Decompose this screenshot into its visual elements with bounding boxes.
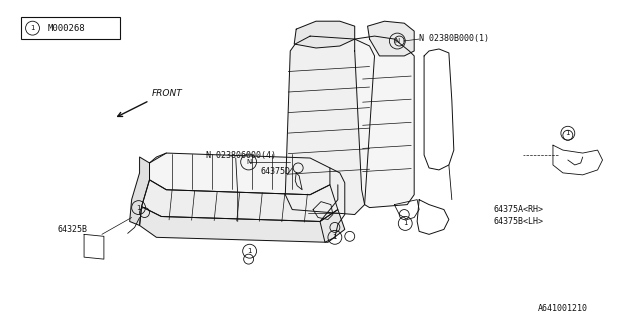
Text: 64375B<LH>: 64375B<LH> <box>493 217 543 226</box>
Text: 1: 1 <box>248 248 252 254</box>
Polygon shape <box>130 157 150 225</box>
Text: A641001210: A641001210 <box>538 304 588 313</box>
Bar <box>20 17 120 39</box>
Polygon shape <box>285 36 374 214</box>
Text: 64325B: 64325B <box>58 225 87 234</box>
Text: FRONT: FRONT <box>152 89 182 98</box>
Text: 1: 1 <box>566 130 570 136</box>
Text: N: N <box>246 159 252 165</box>
Polygon shape <box>294 21 355 48</box>
Text: N 023806000(4): N 023806000(4) <box>206 150 276 160</box>
Text: 1: 1 <box>136 204 141 211</box>
Polygon shape <box>140 207 345 242</box>
Polygon shape <box>150 153 330 195</box>
Text: 1: 1 <box>333 234 337 240</box>
Text: N: N <box>395 38 400 44</box>
Text: 1: 1 <box>403 220 408 227</box>
Text: 64375D: 64375D <box>260 167 291 176</box>
Text: N 02380B000(1): N 02380B000(1) <box>419 34 489 43</box>
Text: 64375A<RH>: 64375A<RH> <box>493 205 543 214</box>
Text: 1: 1 <box>30 25 35 31</box>
Polygon shape <box>141 180 338 221</box>
Text: M000268: M000268 <box>47 24 85 33</box>
Polygon shape <box>367 21 414 56</box>
Polygon shape <box>355 36 414 208</box>
